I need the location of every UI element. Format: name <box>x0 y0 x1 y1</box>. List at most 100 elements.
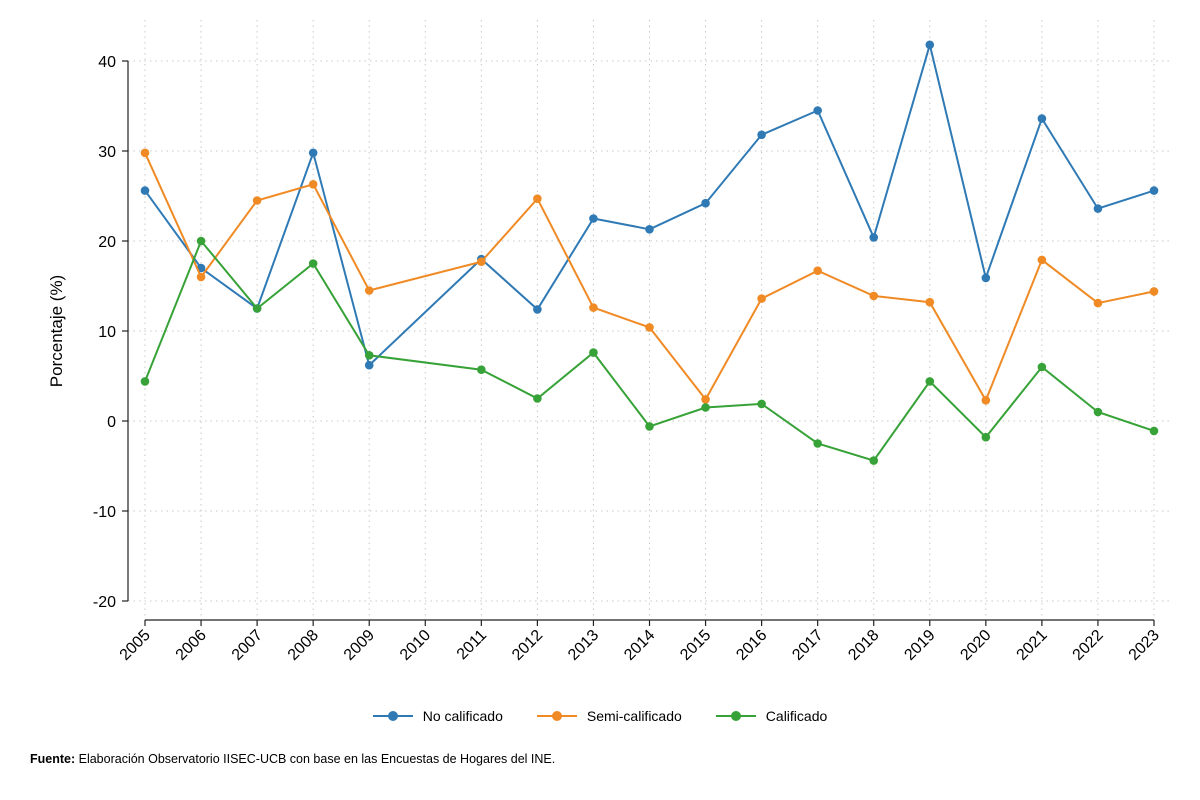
y-tick-label: 20 <box>98 234 116 251</box>
y-axis-label: Porcentaje (%) <box>47 275 66 387</box>
data-point <box>196 272 206 282</box>
data-point <box>813 439 822 448</box>
y-tick-label: 30 <box>98 144 116 161</box>
x-tick-label: 2010 <box>397 627 434 664</box>
x-tick-label: 2007 <box>229 627 266 664</box>
y-tick-label: 0 <box>107 414 116 431</box>
data-point <box>308 259 318 268</box>
data-point <box>1037 255 1047 265</box>
x-tick-label: 2016 <box>733 627 770 664</box>
data-point <box>364 286 374 295</box>
data-point <box>533 305 542 314</box>
data-point <box>1149 186 1159 195</box>
data-point <box>589 214 598 223</box>
data-point <box>533 394 542 403</box>
source-note: Fuente: Elaboración Observatorio IISEC-U… <box>30 752 555 766</box>
data-point <box>813 266 822 276</box>
legend-item: Semi-calificado <box>536 708 682 724</box>
series-no-calificado <box>140 40 1159 370</box>
series-semi-calificado <box>140 148 1159 405</box>
x-tick-label: 2005 <box>117 627 154 664</box>
data-point <box>1149 287 1159 296</box>
grid-lines <box>128 20 1170 620</box>
x-tick-label: 2019 <box>901 627 938 664</box>
data-point <box>981 396 991 405</box>
x-tick-label: 2009 <box>341 627 378 664</box>
data-point <box>1037 362 1047 372</box>
x-tick-label: 2021 <box>1014 627 1051 664</box>
data-point <box>645 323 654 332</box>
data-point <box>308 180 318 189</box>
data-point <box>925 377 935 386</box>
data-point <box>813 106 822 115</box>
legend-label: No calificado <box>422 708 503 724</box>
data-point <box>308 148 318 158</box>
data-point <box>140 148 150 158</box>
x-tick-label: 2011 <box>454 627 490 663</box>
series-calificado <box>140 236 1159 465</box>
data-point <box>869 456 879 465</box>
data-point <box>1037 114 1047 123</box>
x-tick-label: 2014 <box>621 627 658 664</box>
data-point <box>869 233 879 242</box>
data-point <box>589 303 598 312</box>
series-line <box>144 40 1155 368</box>
line-chart: -20 -10 0 10 20 30 40 2005 2006 2007 2008 2009 2010 2… <box>47 20 1170 664</box>
series-line <box>144 152 1155 403</box>
data-point <box>364 351 374 360</box>
data-point <box>701 198 710 208</box>
data-point <box>1093 298 1103 308</box>
series-line <box>144 239 1155 462</box>
x-tick-label: 2006 <box>173 627 210 664</box>
data-point <box>757 399 766 409</box>
source-text: Elaboración Observatorio IISEC-UCB con b… <box>75 752 556 766</box>
x-tick-label: 2020 <box>957 627 994 664</box>
x-tick-label: 2023 <box>1126 627 1163 664</box>
data-point <box>252 196 262 205</box>
data-point <box>869 291 879 301</box>
data-point <box>925 40 935 50</box>
data-point <box>196 236 206 246</box>
data-point <box>925 297 935 307</box>
data-point <box>1093 204 1103 213</box>
data-point <box>645 422 654 431</box>
data-point <box>252 304 262 313</box>
x-tick-label: 2017 <box>789 627 826 664</box>
legend-item: Calificado <box>715 708 828 724</box>
y-tick-label: 40 <box>98 54 116 71</box>
data-point <box>533 194 542 203</box>
legend-swatch <box>536 710 577 722</box>
legend-label: Calificado <box>765 708 828 724</box>
source-label: Fuente: <box>30 752 76 766</box>
legend: No calificado Semi-calificado Calificado <box>0 704 1200 728</box>
y-tick-label: -10 <box>93 504 116 521</box>
x-tick-label: 2022 <box>1070 627 1107 664</box>
x-tick-label: 2013 <box>565 627 602 664</box>
data-point <box>645 225 654 234</box>
legend-swatch <box>715 710 756 722</box>
data-point <box>981 432 991 442</box>
legend-label: Semi-calificado <box>586 708 682 724</box>
y-tick-label: 10 <box>98 324 116 341</box>
data-point <box>1149 426 1159 436</box>
x-tick-label: 2018 <box>845 627 882 664</box>
data-point <box>701 395 710 404</box>
data-point <box>477 365 486 375</box>
data-point <box>757 130 766 140</box>
x-tick-label: 2015 <box>677 627 714 664</box>
y-axis-label-group: Porcentaje (%) <box>47 275 66 387</box>
data-point <box>140 186 150 195</box>
data-point <box>981 273 991 283</box>
y-tick-label: -20 <box>93 594 116 611</box>
x-tick-label: 2008 <box>285 627 322 664</box>
data-point <box>757 294 766 303</box>
series-group <box>140 40 1159 465</box>
data-point <box>477 257 486 267</box>
data-point <box>1093 407 1103 417</box>
data-point <box>701 403 710 412</box>
data-point <box>140 377 150 386</box>
data-point <box>364 360 374 370</box>
data-point <box>589 348 598 357</box>
x-tick-label: 2012 <box>509 627 546 664</box>
legend-swatch <box>372 710 413 722</box>
